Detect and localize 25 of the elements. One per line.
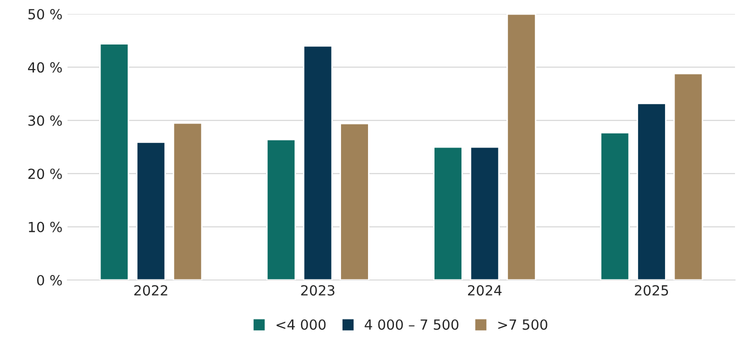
x-tick-label: 2024 (468, 285, 502, 296)
bar (302, 45, 333, 280)
bar (433, 146, 463, 280)
bar (266, 138, 296, 280)
bar (172, 122, 203, 280)
y-tick-label: 0 % (37, 274, 62, 286)
bar (470, 146, 500, 280)
bar (136, 142, 166, 280)
x-tick-label: 2022 (134, 285, 168, 296)
legend-label: >7 500 (498, 319, 548, 330)
x-tick-label: 2025 (634, 285, 668, 296)
bar (673, 72, 704, 280)
y-tick-label: 50 % (28, 8, 62, 20)
legend-label: <4 000 (276, 319, 326, 330)
y-tick-label: 40 % (28, 62, 62, 73)
y-tick-label: 10 % (28, 222, 62, 232)
bar (99, 43, 130, 280)
bar (340, 122, 370, 280)
bar (636, 102, 666, 280)
legend-label: 4 000 – 7 500 (364, 319, 458, 330)
y-tick-label: 30 % (28, 115, 62, 126)
bar (600, 132, 630, 280)
bar (506, 14, 536, 280)
y-tick-label: 20 % (28, 168, 62, 180)
x-tick-label: 2023 (301, 285, 334, 296)
